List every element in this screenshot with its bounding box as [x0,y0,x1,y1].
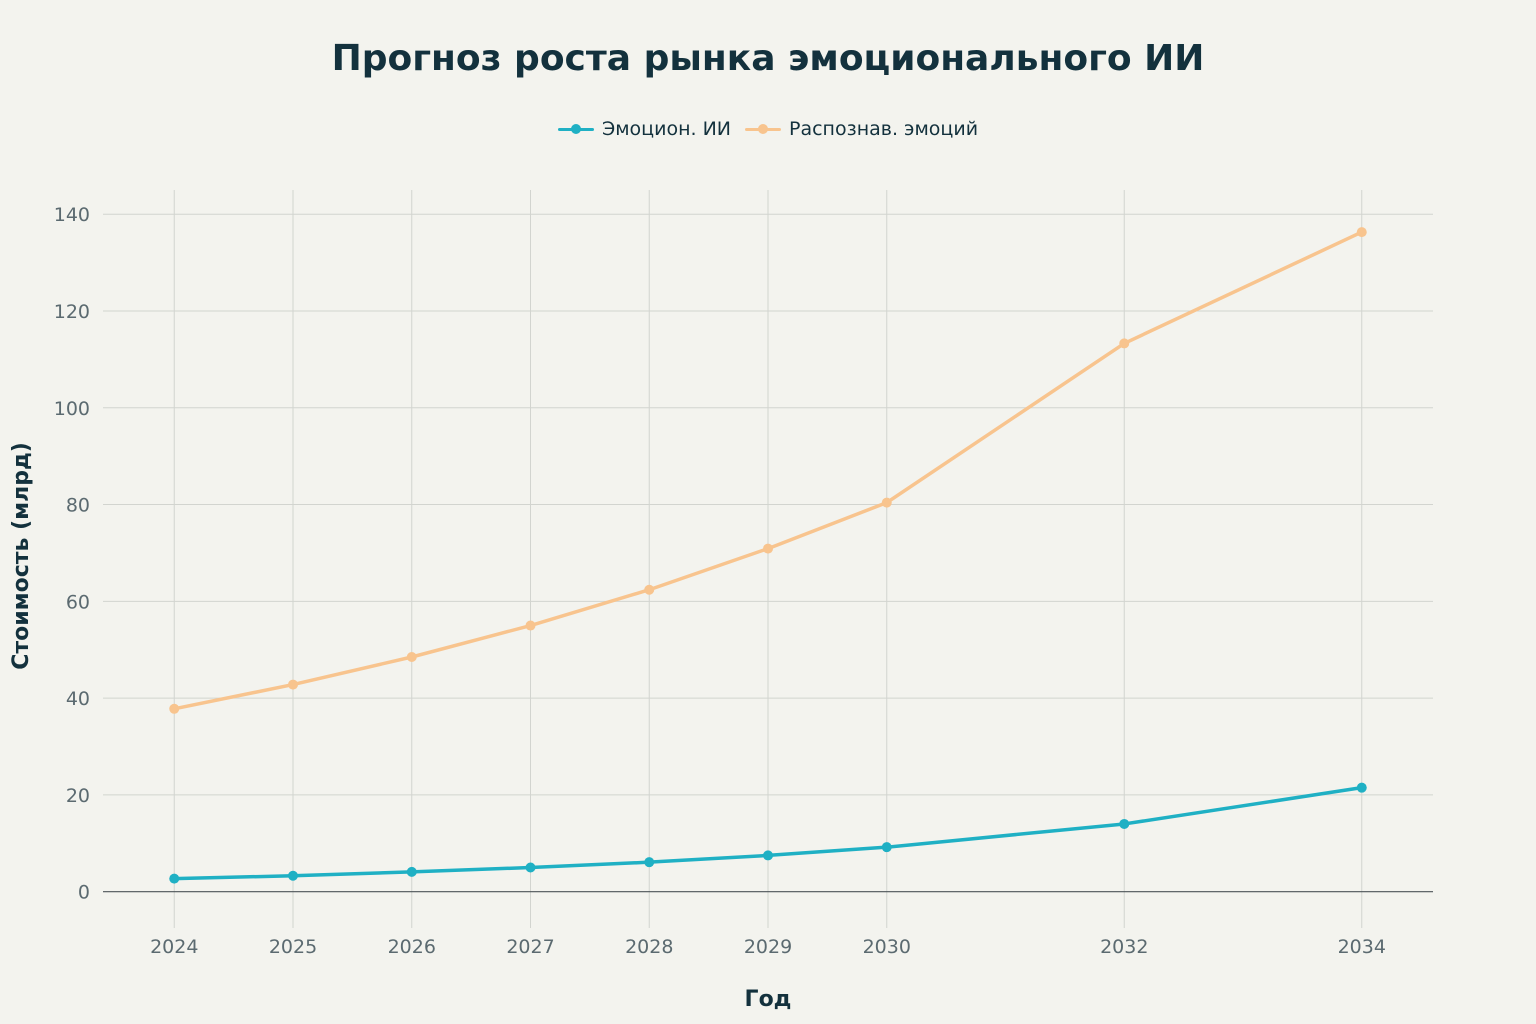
data-point [288,870,298,881]
y-tick-label: 120 [54,301,90,323]
data-point [881,842,892,853]
legend-swatch-emotional-ai [557,123,594,134]
y-gridlines [103,213,1433,796]
x-tick-label: 2030 [863,936,911,958]
series-0 [169,782,1367,884]
legend: Эмоцион. ИИ Распознав. эмоций [0,118,1536,140]
x-tick-label: 2028 [625,936,673,958]
data-point [406,651,417,662]
x-axis-title: Год [745,987,792,1012]
data-point [1356,782,1367,793]
data-point [1356,227,1367,238]
y-tick-labels: 0 20 40 60 80 100 120 140 [54,204,90,904]
data-point [525,862,536,873]
x-tick-label: 2024 [150,936,198,958]
y-tick-label: 100 [54,398,90,420]
data-point [1119,338,1130,349]
x-tick-label: 2034 [1338,936,1386,958]
data-point [169,873,180,884]
legend-swatch-emotion-recognition [745,123,781,134]
x-tick-label: 2029 [744,936,792,958]
data-point [881,497,892,508]
x-tick-label: 2025 [269,936,317,958]
y-tick-label: 60 [66,591,90,613]
data-point [1119,818,1130,829]
y-tick-label: 40 [66,688,90,710]
data-point [644,857,655,868]
data-point [763,850,773,861]
legend-label-emotion-recognition: Распознав. эмоций [789,118,979,140]
legend-item-emotion-recognition[interactable]: Распознав. эмоций [745,118,978,140]
y-tick-label: 140 [54,204,90,226]
x-gridlines [173,190,1363,928]
data-point [169,703,180,714]
series-1 [169,227,1367,714]
y-tick-label: 0 [78,882,90,904]
legend-label-emotional-ai: Эмоцион. ИИ [601,118,731,140]
x-tick-label: 2026 [388,936,436,958]
y-axis-title: Стоимость (млрд) [9,442,34,670]
y-tick-label: 80 [66,495,90,517]
legend-item-emotional-ai[interactable]: Эмоцион. ИИ [557,118,731,140]
data-point [406,866,417,877]
series-layer [169,227,1367,884]
chart-title: Прогноз роста рынка эмоционального ИИ [331,38,1205,79]
x-tick-label: 2027 [506,936,554,958]
data-point [288,679,298,690]
x-tick-label: 2032 [1100,936,1148,958]
data-point [763,543,773,554]
data-point [644,584,655,595]
y-tick-label: 20 [66,785,90,807]
data-point [525,620,536,631]
x-tick-labels: 2024 2025 2026 2027 2028 2029 2030 2032 2034 [150,936,1386,958]
